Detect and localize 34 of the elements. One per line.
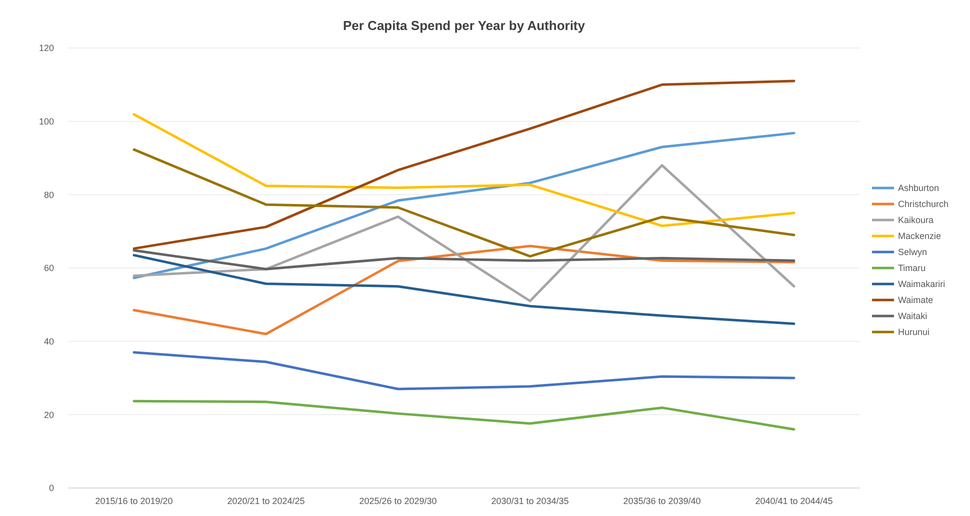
- legend-label: Selwyn: [898, 247, 928, 258]
- line-series: [132, 164, 796, 302]
- chart-title: Per Capita Spend per Year by Authority: [342, 18, 586, 33]
- line-series: [132, 132, 796, 280]
- y-tick-label: 40: [44, 336, 54, 346]
- line-series: [132, 249, 796, 270]
- legend-label: Christchurch: [898, 199, 949, 210]
- x-tick-label: 2025/26 to 2029/30: [359, 496, 437, 506]
- x-tick-label: 2030/31 to 2034/35: [491, 496, 569, 506]
- x-tick-label: 2020/21 to 2024/25: [227, 496, 305, 506]
- y-tick-label: 20: [44, 410, 54, 420]
- line-series: [132, 254, 796, 325]
- y-tick-label: 60: [44, 263, 54, 274]
- y-tick-label: 80: [44, 190, 54, 200]
- line-series: [132, 80, 796, 250]
- x-tick-label: 2015/16 to 2019/20: [95, 496, 173, 506]
- legend-label: Ashburton: [898, 183, 940, 194]
- line-series: [132, 113, 796, 228]
- legend-label: Hurunui: [898, 327, 930, 338]
- y-tick-label: 100: [38, 116, 54, 126]
- legend-label: Timaru: [898, 263, 926, 274]
- legend-label: Waimakariri: [898, 279, 946, 290]
- x-tick-label: 2040/41 to 2044/45: [755, 496, 833, 506]
- line-series: [132, 351, 796, 390]
- line-series: [132, 148, 796, 258]
- y-tick-label: 0: [48, 483, 54, 494]
- legend-label: Waitaki: [898, 311, 928, 322]
- legend-label: Mackenzie: [898, 231, 942, 242]
- y-tick-label: 120: [38, 43, 54, 54]
- x-tick-label: 2035/36 to 2039/40: [623, 496, 701, 506]
- line-series: [132, 400, 796, 431]
- line-series: [132, 244, 796, 336]
- legend-label: Kaikoura: [898, 215, 934, 226]
- legend-label: Waimate: [898, 295, 934, 306]
